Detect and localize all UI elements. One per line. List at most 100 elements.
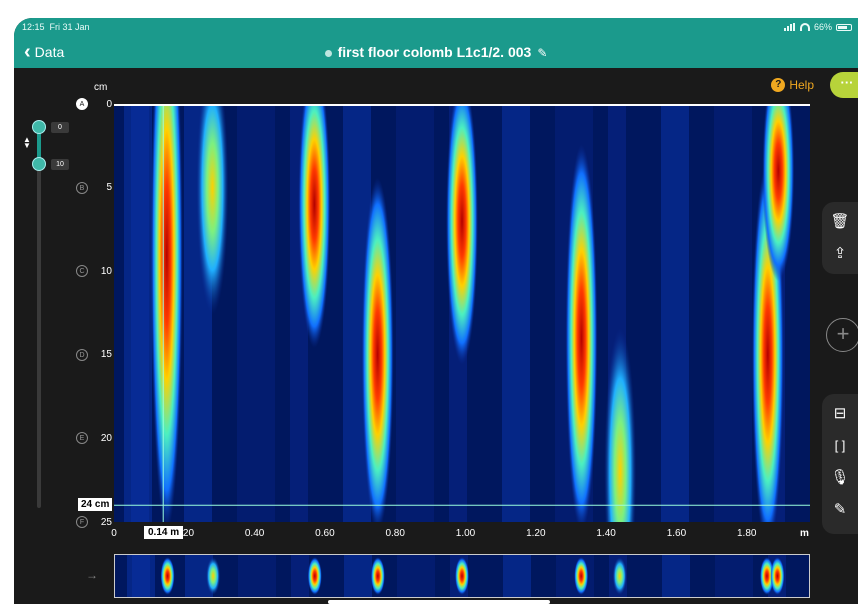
scan-anomaly [762,104,795,282]
updown-arrows-icon[interactable]: ▲ ▼ [23,135,31,150]
x-axis-unit: m [800,528,809,539]
arrow-right-icon: → [86,568,98,582]
scan-anomaly [770,557,785,595]
signal-icon [783,23,796,31]
status-dot-icon [324,49,332,57]
x-tick-label: 1.60 [666,528,687,539]
x-axis: 0 0.20 0.40 0.60 0.80 1.00 1.20 1.40 1.60 1.80 [111,528,834,544]
scan-anomaly [298,104,331,349]
heatmap-band [237,104,275,522]
help-button[interactable]: ? Help [771,78,814,92]
battery-percent: 66% [813,22,832,32]
heatmap-band [127,555,155,597]
x-tick-label: 1.80 [736,528,757,539]
radar-scan-plot[interactable] [114,104,810,522]
depth-row: F 25 [76,516,112,528]
split-view-icon[interactable]: ⊟ [833,405,847,422]
depth-row: C 10 [76,265,112,278]
depth-tick-label: 10 [100,265,112,277]
x-tick-label: 0.60 [315,528,335,539]
depth-tick-label: 20 [100,432,112,444]
depth-marker[interactable]: F [76,516,88,528]
depth-row: D 15 [76,348,112,361]
scan-anomaly [604,328,637,522]
heatmap-band [502,104,530,522]
heatmap-band [131,104,149,522]
depth-slider-range [37,128,41,166]
x-tick-label: 1.20 [526,528,546,539]
scan-anomaly [361,177,394,522]
more-button[interactable]: ··· [830,72,858,98]
x-tick-label: 1.40 [596,528,616,539]
trash-icon[interactable]: 🗑 [830,213,850,230]
depth-slider-bottom-value: 10 [51,159,69,170]
scan-anomaly [206,557,221,595]
depth-marker[interactable]: E [76,432,88,445]
tool-panel-top: 🗑 ⇪ [822,202,858,274]
depth-tick-label: 25 [100,516,112,528]
depth-slider-bottom-knob[interactable] [32,157,46,171]
scan-anomaly [455,557,469,595]
heatmap-band [397,555,435,597]
tool-panel-bottom: ⊟ [ ] 🎙 ✎ [822,394,858,534]
depth-tick-label: 0 [106,98,112,110]
help-label: Help [789,78,814,92]
scan-anomaly [196,104,229,315]
scan-anomaly [612,557,627,595]
heatmap-band [396,104,434,522]
nav-bar: ‹ Data first floor colomb L1c1/2. 003 ✎ [14,38,858,68]
depth-marker[interactable]: B [76,181,88,194]
heatmap-band [291,555,309,597]
wifi-icon [799,23,810,31]
status-indicators: 66% [783,22,852,32]
depth-slider-top-knob[interactable] [32,120,46,134]
pen-icon[interactable]: ✎ [833,501,847,518]
depth-marker[interactable]: C [76,265,88,278]
x-tick-label: 0.20 [174,528,195,539]
heatmap-band [238,555,276,597]
back-button[interactable]: ‹ Data [24,41,65,63]
depth-marker[interactable]: D [76,348,88,361]
frame-icon[interactable]: [ ] [834,438,846,453]
heatmap-band [124,104,152,522]
x-tick-label: 0.80 [385,528,405,539]
depth-marker[interactable]: A [76,98,88,110]
scan-anomaly [370,557,385,595]
depth-unit-label: cm [94,82,108,93]
scan-view: ? Help ··· cm A 0 B 5 C 10 D 15 E 20 F 25 ▲ ▼ 0 10 2… [14,68,858,604]
scan-anomaly [307,557,322,595]
depth-slider-track[interactable] [37,128,41,508]
depth-slider-top-value: 0 [51,122,69,133]
heatmap-band [715,555,753,597]
scan-anomaly [150,104,183,522]
scan-overview-strip[interactable] [114,554,810,598]
scan-anomaly [160,557,175,595]
depth-tick-label: 5 [106,182,112,194]
page-title[interactable]: first floor colomb L1c1/2. 003 ✎ [14,44,858,60]
heatmap-band [661,104,689,522]
heatmap-band [662,555,690,597]
x-tick-label: 0.40 [244,528,265,539]
heatmap-band [714,104,752,522]
depth-tick-label: 15 [100,349,112,361]
depth-row: E 20 [76,432,112,445]
cursor-depth-label: 24 cm [78,498,113,511]
home-indicator [328,600,550,604]
scan-anomaly [446,104,478,365]
microphone-icon[interactable]: 🎙 [830,469,850,486]
status-bar: 12:15 Fri 31 Jan 66% [14,18,858,38]
share-icon[interactable]: ⇪ [833,245,847,262]
add-button[interactable]: + [826,318,858,352]
pencil-icon[interactable]: ✎ [537,46,548,60]
heatmap-band [132,555,150,597]
status-time: 12:15 Fri 31 Jan [22,22,90,32]
x-tick-label: 1.00 [455,528,476,539]
app-window: 12:15 Fri 31 Jan 66% ‹ Data first floor … [14,18,858,604]
overview-heatmap [115,555,809,597]
scan-heatmap [114,104,810,522]
back-label: Data [34,44,65,60]
x-tick-label: 0 [111,528,117,539]
chevron-left-icon: ‹ [24,41,31,63]
